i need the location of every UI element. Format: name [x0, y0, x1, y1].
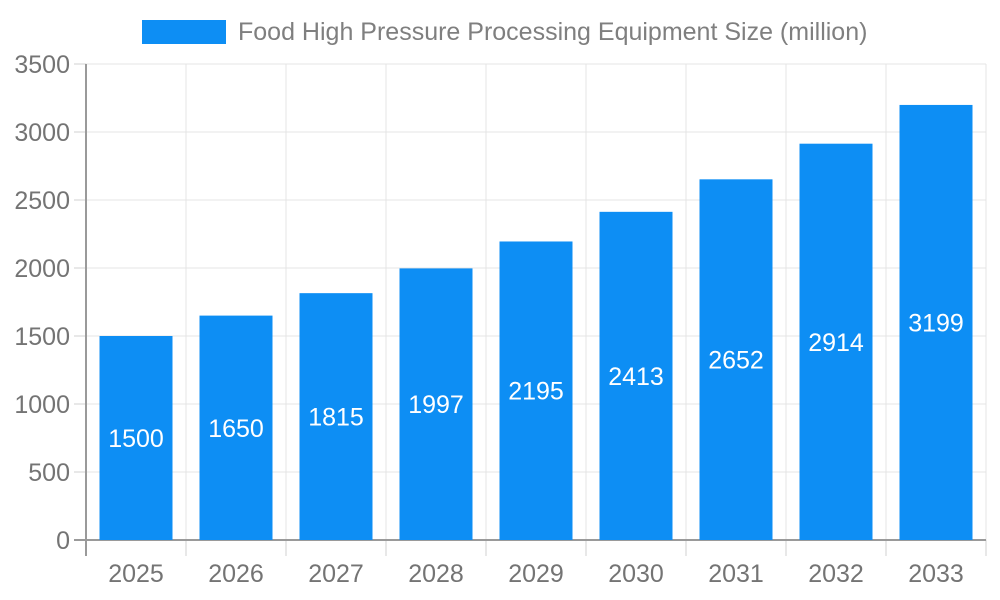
legend-swatch	[142, 20, 226, 44]
y-tick-label: 3000	[14, 119, 70, 147]
bar-value-label: 3199	[908, 309, 964, 337]
legend-label: Food High Pressure Processing Equipment …	[238, 18, 868, 46]
x-tick-label: 2028	[408, 560, 464, 588]
bar-value-label: 2914	[808, 329, 864, 357]
x-tick-label: 2025	[108, 560, 164, 588]
bar-value-label: 1997	[408, 391, 464, 419]
bar-value-label: 1650	[208, 415, 264, 443]
y-tick-label: 0	[56, 527, 70, 555]
bar[interactable]	[799, 143, 873, 541]
x-tick-label: 2026	[208, 560, 264, 588]
y-tick-label: 1000	[14, 391, 70, 419]
x-tick-label: 2030	[608, 560, 664, 588]
bar-value-label: 1815	[308, 404, 364, 432]
x-tick-label: 2032	[808, 560, 864, 588]
x-tick-label: 2027	[308, 560, 364, 588]
bar[interactable]	[699, 179, 773, 540]
x-tick-label: 2033	[908, 560, 964, 588]
bar-value-label: 2195	[508, 378, 564, 406]
bar[interactable]	[499, 241, 573, 541]
y-tick-label: 2500	[14, 187, 70, 215]
bar[interactable]	[399, 268, 473, 540]
y-tick-label: 2000	[14, 255, 70, 283]
bar-value-label: 1500	[108, 425, 164, 453]
bar[interactable]	[599, 211, 673, 540]
x-tick-label: 2031	[708, 560, 764, 588]
y-tick-label: 1500	[14, 323, 70, 351]
y-tick-label: 3500	[14, 51, 70, 79]
bar[interactable]	[99, 336, 173, 540]
bar-value-label: 2652	[708, 347, 764, 375]
x-tick-label: 2029	[508, 560, 564, 588]
y-tick-label: 500	[28, 459, 70, 487]
bar[interactable]	[199, 315, 273, 540]
bar[interactable]	[299, 293, 373, 540]
legend[interactable]: Food High Pressure Processing Equipment …	[142, 18, 868, 46]
bar-value-label: 2413	[608, 363, 664, 391]
bar[interactable]	[899, 104, 973, 540]
